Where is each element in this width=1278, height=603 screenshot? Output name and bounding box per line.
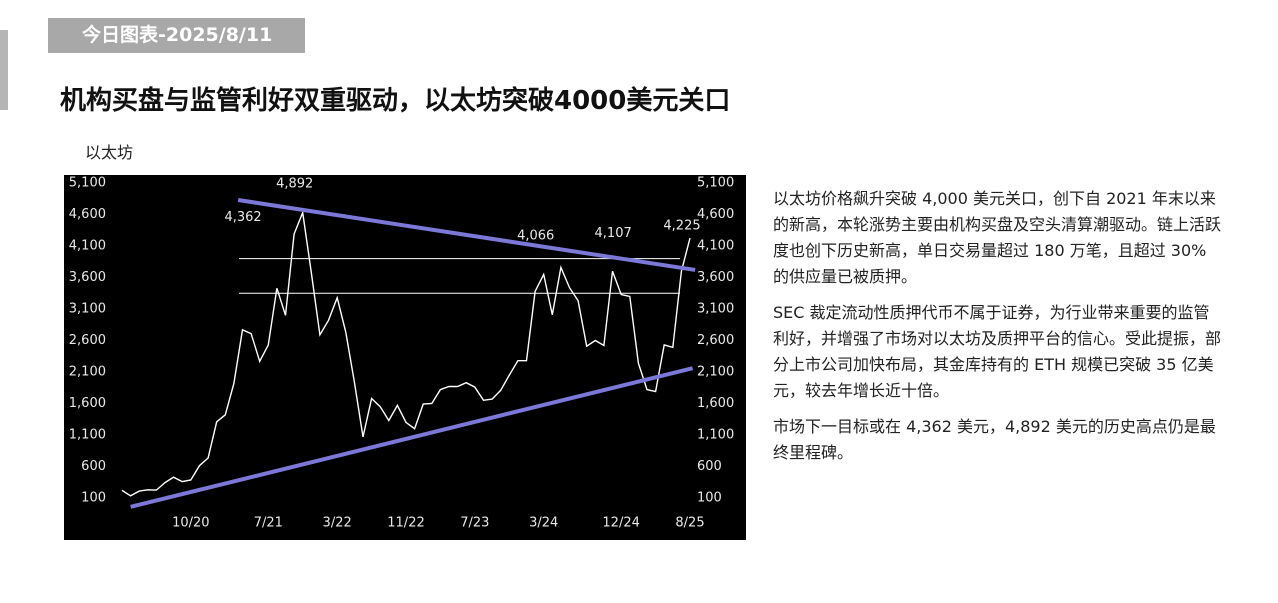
side-bar bbox=[0, 30, 8, 110]
annotation: 4,225 bbox=[663, 219, 700, 234]
y2-tick-label: 2,100 bbox=[697, 365, 734, 380]
annotation: 4,107 bbox=[595, 226, 632, 241]
y-tick-label: 600 bbox=[81, 459, 106, 474]
date-tag: 今日图表-2025/8/11 bbox=[48, 18, 305, 53]
y2-tick-label: 600 bbox=[697, 459, 722, 474]
annotation: 4,066 bbox=[517, 229, 554, 244]
trend-line bbox=[237, 198, 696, 272]
y2-tick-label: 4,100 bbox=[697, 239, 734, 254]
paragraph: 市场下一目标或在 4,362 美元，4,892 美元的历史高点仍是最终里程碑。 bbox=[773, 417, 1216, 462]
chart-title: 以太坊 bbox=[85, 143, 134, 162]
x-tick-label: 12/24 bbox=[602, 516, 639, 531]
headline: 机构买盘与监管利好双重驱动，以太坊突破4000美元关口 bbox=[60, 86, 731, 116]
y2-tick-label: 1,600 bbox=[697, 396, 734, 411]
chart: 100 100 600 600 1,100 1,100 1,600 1,600 2,100 2,1… bbox=[64, 175, 746, 540]
x-tick-label: 7/23 bbox=[460, 516, 489, 531]
y-tick-label: 4,100 bbox=[69, 239, 106, 254]
y-tick-label: 1,100 bbox=[69, 428, 106, 443]
y-tick-label: 1,600 bbox=[69, 396, 106, 411]
y2-tick-label: 5,100 bbox=[697, 176, 734, 191]
y2-tick-label: 100 bbox=[697, 491, 722, 506]
y2-tick-label: 1,100 bbox=[697, 428, 734, 443]
y2-tick-label: 2,600 bbox=[697, 333, 734, 348]
x-tick-label: 8/25 bbox=[675, 516, 704, 531]
x-tick-label: 3/24 bbox=[529, 516, 558, 531]
annotation: 4,892 bbox=[276, 177, 313, 192]
paragraph: 以太坊价格飙升突破 4,000 美元关口，创下自 2021 年末以来的新高，本轮… bbox=[773, 189, 1222, 286]
paragraph: SEC 裁定流动性质押代币不属于证券，为行业带来重要的监管利好，并增强了市场对以… bbox=[773, 303, 1222, 400]
x-tick-label: 3/22 bbox=[323, 516, 352, 531]
chart-background bbox=[64, 175, 746, 540]
x-tick-label: 7/21 bbox=[254, 516, 283, 531]
y-tick-label: 2,100 bbox=[69, 365, 106, 380]
y-tick-label: 5,100 bbox=[69, 176, 106, 191]
y-tick-label: 3,600 bbox=[69, 270, 106, 285]
y2-tick-label: 3,100 bbox=[697, 302, 734, 317]
y-tick-label: 2,600 bbox=[69, 333, 106, 348]
y2-tick-label: 4,600 bbox=[697, 207, 734, 222]
x-tick-label: 10/20 bbox=[172, 516, 209, 531]
y-tick-label: 3,100 bbox=[69, 302, 106, 317]
y-tick-label: 4,600 bbox=[69, 207, 106, 222]
trend-line bbox=[130, 366, 694, 509]
y2-tick-label: 3,600 bbox=[697, 270, 734, 285]
price-line bbox=[121, 209, 691, 497]
x-tick-label: 11/22 bbox=[387, 516, 424, 531]
annotation: 4,362 bbox=[224, 210, 261, 225]
article: 以太坊价格飙升突破 4,000 美元关口，创下自 2021 年末以来的新高，本轮… bbox=[773, 186, 1221, 476]
y-tick-label: 100 bbox=[81, 491, 106, 506]
